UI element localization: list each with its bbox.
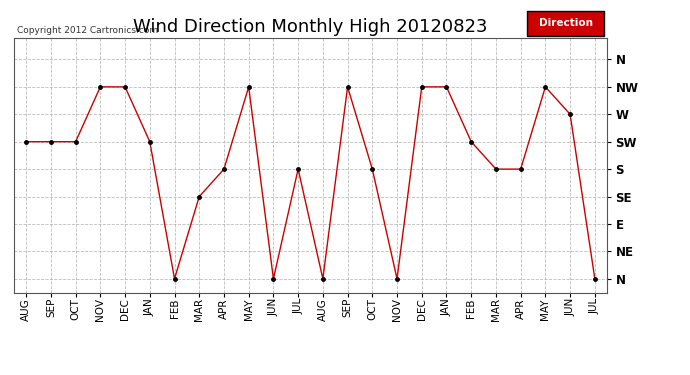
Title: Wind Direction Monthly High 20120823: Wind Direction Monthly High 20120823 <box>133 18 488 36</box>
Text: Direction: Direction <box>539 18 593 28</box>
FancyBboxPatch shape <box>527 11 604 36</box>
Text: Copyright 2012 Cartronics.com: Copyright 2012 Cartronics.com <box>17 26 158 35</box>
